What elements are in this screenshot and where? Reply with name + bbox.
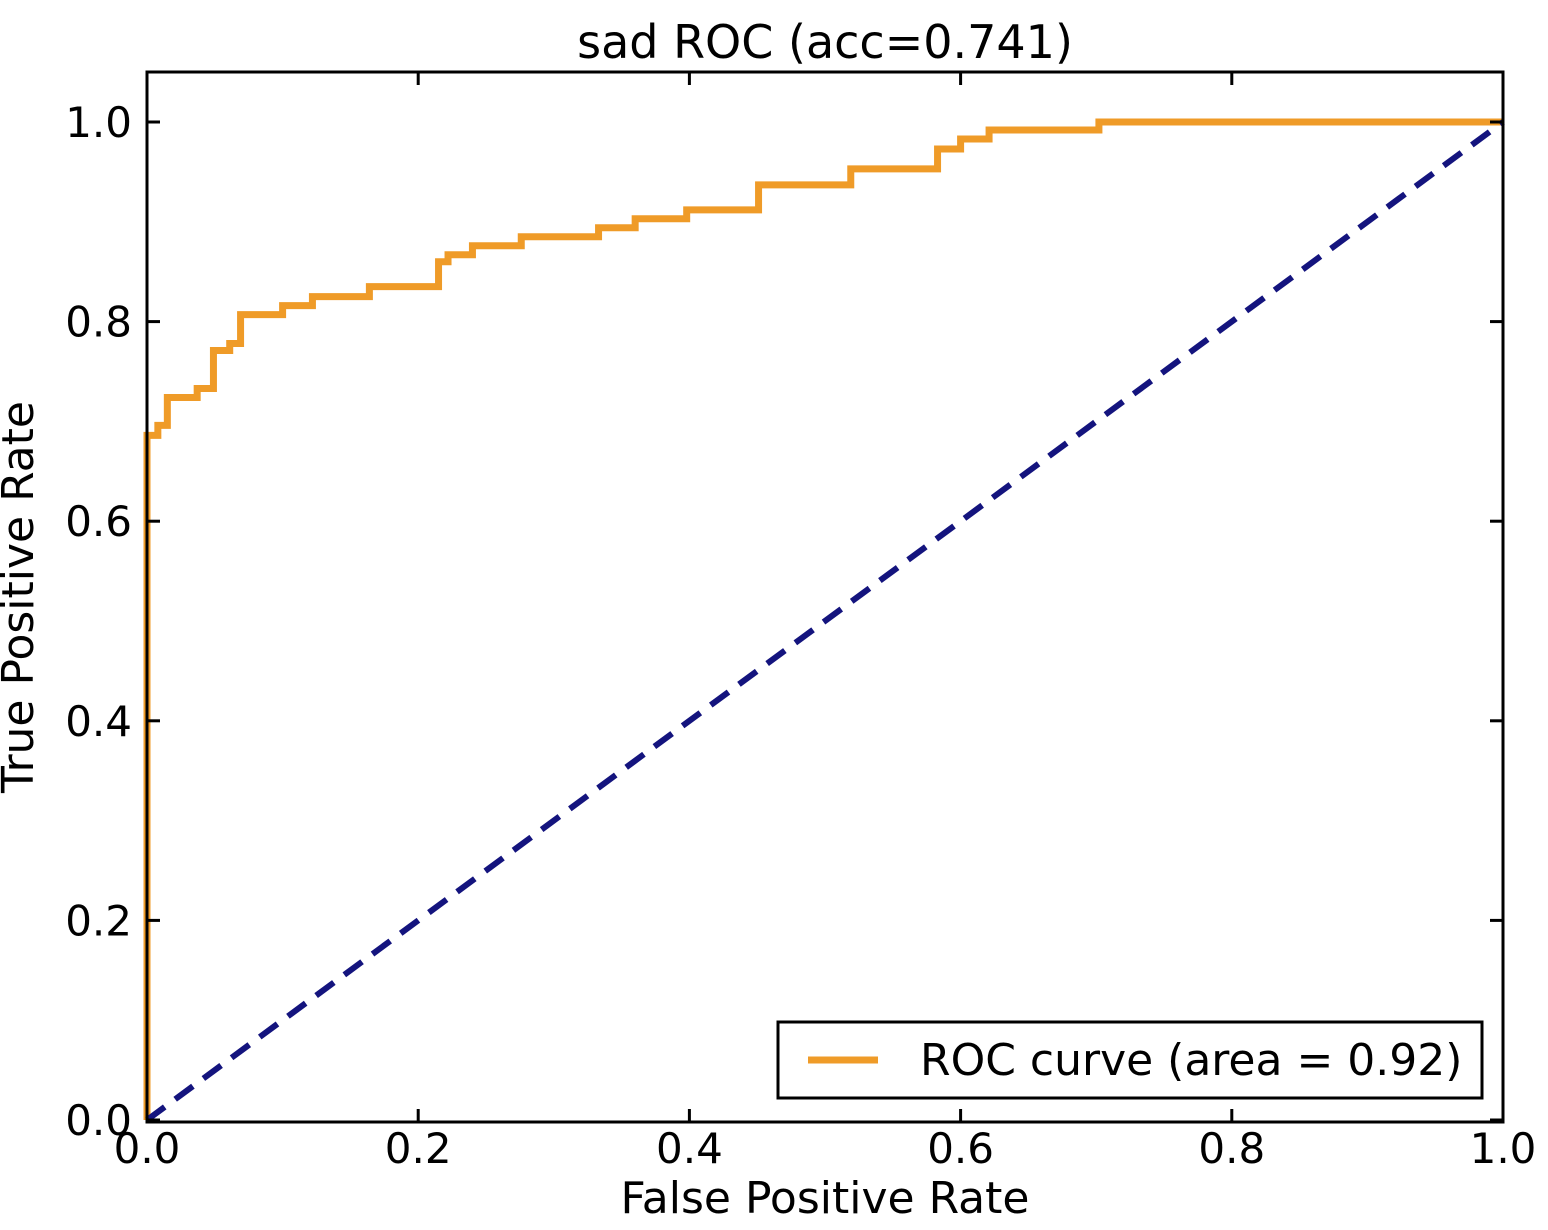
x-tick-label: 0.8 bbox=[1198, 1124, 1265, 1173]
y-axis-label: True Positive Rate bbox=[0, 401, 44, 794]
y-tick-label: 0.8 bbox=[65, 298, 132, 347]
y-tick-label: 0.0 bbox=[65, 1096, 132, 1145]
x-tick-label: 0.2 bbox=[385, 1124, 452, 1173]
roc-curve-line bbox=[143, 118, 1503, 1120]
axis-ticks bbox=[145, 72, 1505, 1122]
legend-box bbox=[776, 1020, 1484, 1100]
chance-diagonal-line bbox=[145, 119, 1505, 1123]
plot-area bbox=[147, 72, 1503, 1122]
x-axis-label: False Positive Rate bbox=[621, 1173, 1030, 1224]
x-tick-label: 0.4 bbox=[656, 1124, 723, 1173]
x-tick-label: 0.6 bbox=[927, 1124, 994, 1173]
legend: ROC curve (area = 0.92) bbox=[776, 1020, 1484, 1100]
y-tick-label: 1.0 bbox=[65, 98, 132, 147]
x-tick-label: 1.0 bbox=[1470, 1124, 1537, 1173]
plot-border bbox=[145, 70, 1505, 1124]
y-tick-label: 0.4 bbox=[65, 697, 132, 746]
x-tick-label: 0.0 bbox=[114, 1124, 181, 1173]
tick-labels: 0.0 0.2 0.4 0.6 0.8 1.0 0.0 0.2 0.4 0.6 0.8 1.0 bbox=[65, 98, 1536, 1173]
y-tick-label: 0.2 bbox=[65, 896, 132, 945]
chart-title: sad ROC (acc=0.741) bbox=[577, 15, 1073, 69]
legend-label: ROC curve (area = 0.92) bbox=[920, 1035, 1462, 1086]
y-tick-label: 0.6 bbox=[65, 497, 132, 546]
